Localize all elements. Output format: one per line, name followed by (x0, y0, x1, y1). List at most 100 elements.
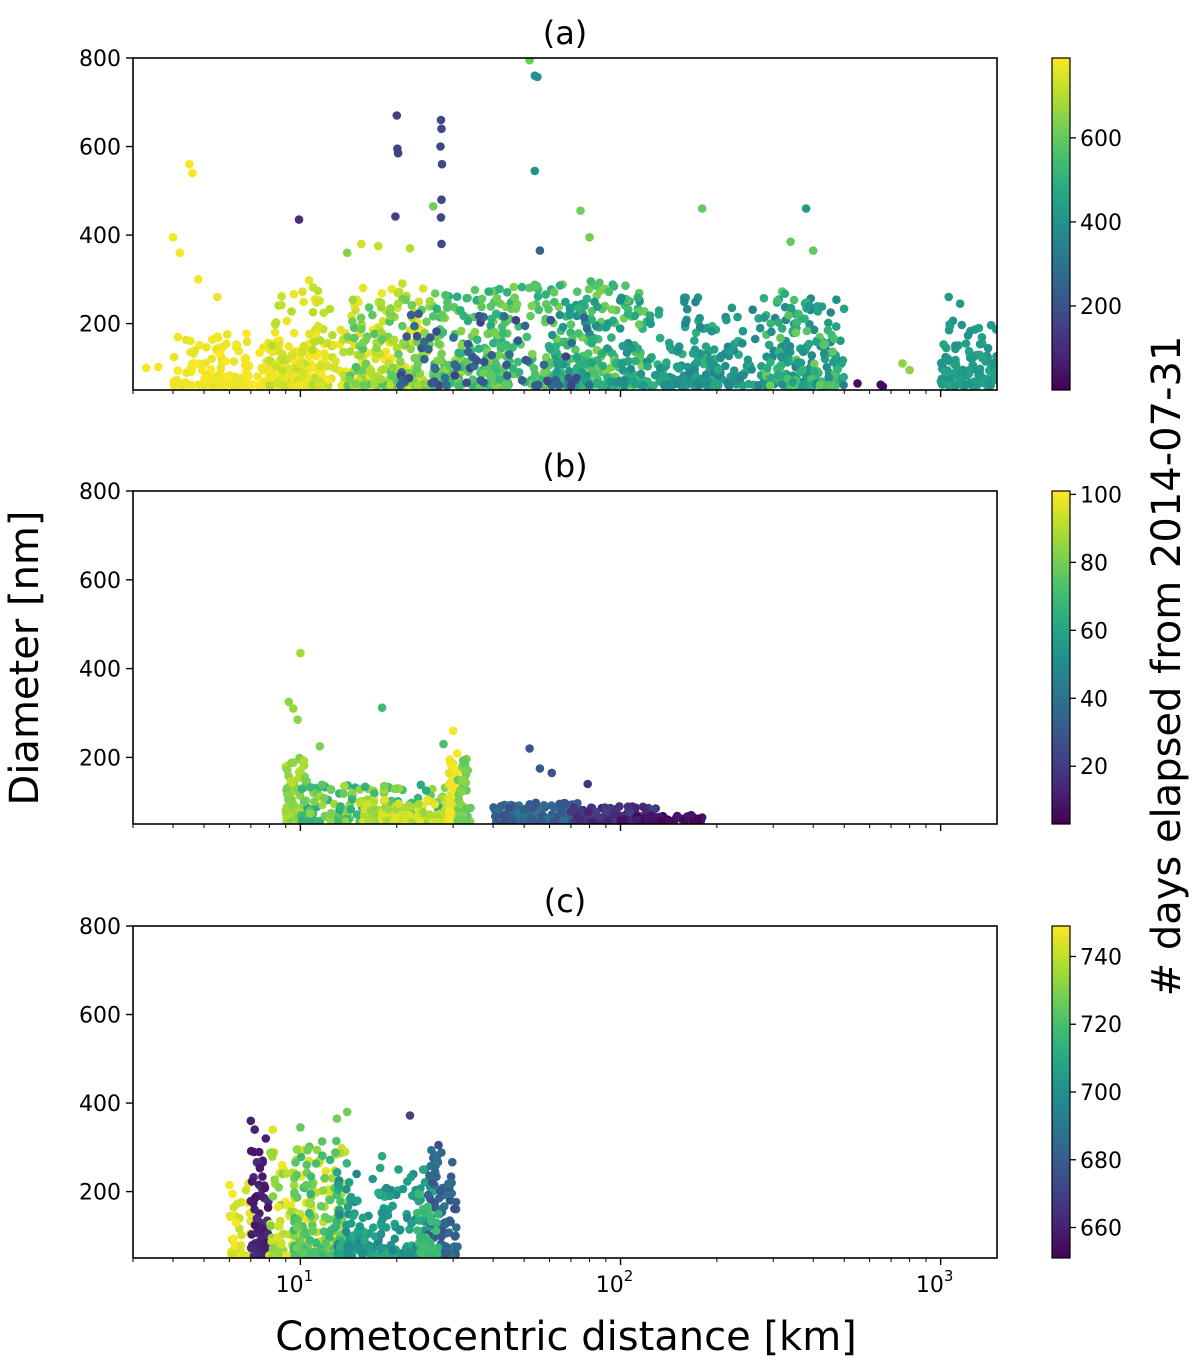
data-point (793, 358, 803, 367)
data-point (807, 351, 817, 360)
data-point (202, 343, 211, 352)
data-point (351, 379, 360, 389)
data-point (457, 341, 467, 350)
data-point (696, 349, 705, 358)
data-point (407, 1218, 416, 1228)
data-point (484, 287, 493, 296)
data-point (813, 307, 823, 316)
panel-1: (a) 200 400 600 800 200 400 600 (79, 14, 1122, 397)
data-point (940, 367, 950, 376)
data-point (788, 378, 797, 387)
data-point (200, 374, 209, 384)
data-point (707, 326, 716, 336)
data-point (487, 350, 497, 360)
data-point (567, 338, 576, 348)
data-point (352, 1243, 362, 1253)
data-point (386, 304, 396, 313)
data-point (463, 347, 473, 357)
data-point (824, 318, 833, 328)
data-point (207, 354, 216, 364)
data-point (534, 305, 544, 315)
data-point (450, 371, 460, 380)
data-point (564, 373, 573, 383)
data-point (505, 803, 514, 813)
data-point (418, 284, 428, 293)
data-point (190, 346, 200, 355)
y-tick-label: 200 (79, 313, 121, 338)
data-point (396, 357, 405, 366)
data-point (419, 337, 429, 347)
data-point (525, 744, 534, 753)
data-point (355, 351, 365, 360)
data-point (957, 320, 967, 330)
data-point (458, 756, 468, 765)
data-point (170, 377, 179, 386)
data-point (377, 1151, 387, 1161)
data-point (492, 293, 502, 303)
data-point (442, 1248, 451, 1258)
data-point (278, 1229, 288, 1239)
data-point (434, 1209, 443, 1219)
data-point (535, 764, 545, 773)
colorbar-tick-label: 400 (1080, 211, 1122, 236)
data-point (526, 311, 535, 321)
data-point (324, 1214, 333, 1224)
data-point (391, 212, 400, 221)
data-point (304, 276, 314, 285)
data-point (539, 368, 549, 377)
data-point (762, 363, 772, 373)
data-point (804, 339, 814, 349)
data-point (456, 326, 466, 336)
data-point (388, 371, 397, 381)
data-point (266, 371, 275, 381)
data-point (325, 1155, 335, 1165)
data-point (838, 356, 848, 365)
data-point (398, 321, 407, 331)
data-point (420, 354, 429, 364)
data-point (382, 1183, 391, 1193)
data-point (328, 330, 337, 340)
data-point (336, 1197, 345, 1206)
data-point (394, 1165, 403, 1174)
colorbar-tick-label: 100 (1080, 483, 1122, 508)
data-point (632, 815, 642, 824)
data-point (791, 328, 801, 338)
data-point (544, 305, 553, 314)
data-point (815, 380, 825, 390)
data-point (538, 817, 547, 824)
data-point (628, 376, 637, 386)
data-point (392, 111, 402, 120)
data-point (340, 817, 350, 824)
data-point (274, 1183, 284, 1192)
data-point (308, 345, 317, 355)
data-point (597, 349, 607, 358)
data-point (415, 1190, 425, 1199)
colorbar-tick-label: 600 (1080, 127, 1122, 152)
data-point (432, 327, 441, 336)
data-point (434, 1140, 443, 1150)
x-tick-label: 101 (276, 1267, 314, 1298)
data-point (452, 1223, 461, 1232)
data-point (292, 1222, 302, 1232)
data-point (370, 379, 379, 389)
data-point (631, 356, 640, 366)
data-point (456, 306, 465, 315)
data-point (345, 347, 355, 356)
data-point (587, 315, 597, 325)
data-point (566, 328, 575, 337)
data-point (346, 1219, 356, 1228)
data-point (294, 381, 304, 390)
data-point (738, 326, 748, 336)
data-point (679, 381, 689, 390)
data-point (964, 369, 974, 378)
data-point (222, 339, 231, 349)
data-point (615, 324, 625, 333)
data-point (502, 360, 511, 370)
data-point (615, 296, 625, 305)
data-point (282, 316, 292, 326)
data-point (348, 1211, 358, 1221)
data-point (311, 351, 321, 361)
data-point (692, 358, 702, 367)
y-tick-label: 200 (79, 1181, 121, 1206)
data-point (331, 1148, 340, 1157)
